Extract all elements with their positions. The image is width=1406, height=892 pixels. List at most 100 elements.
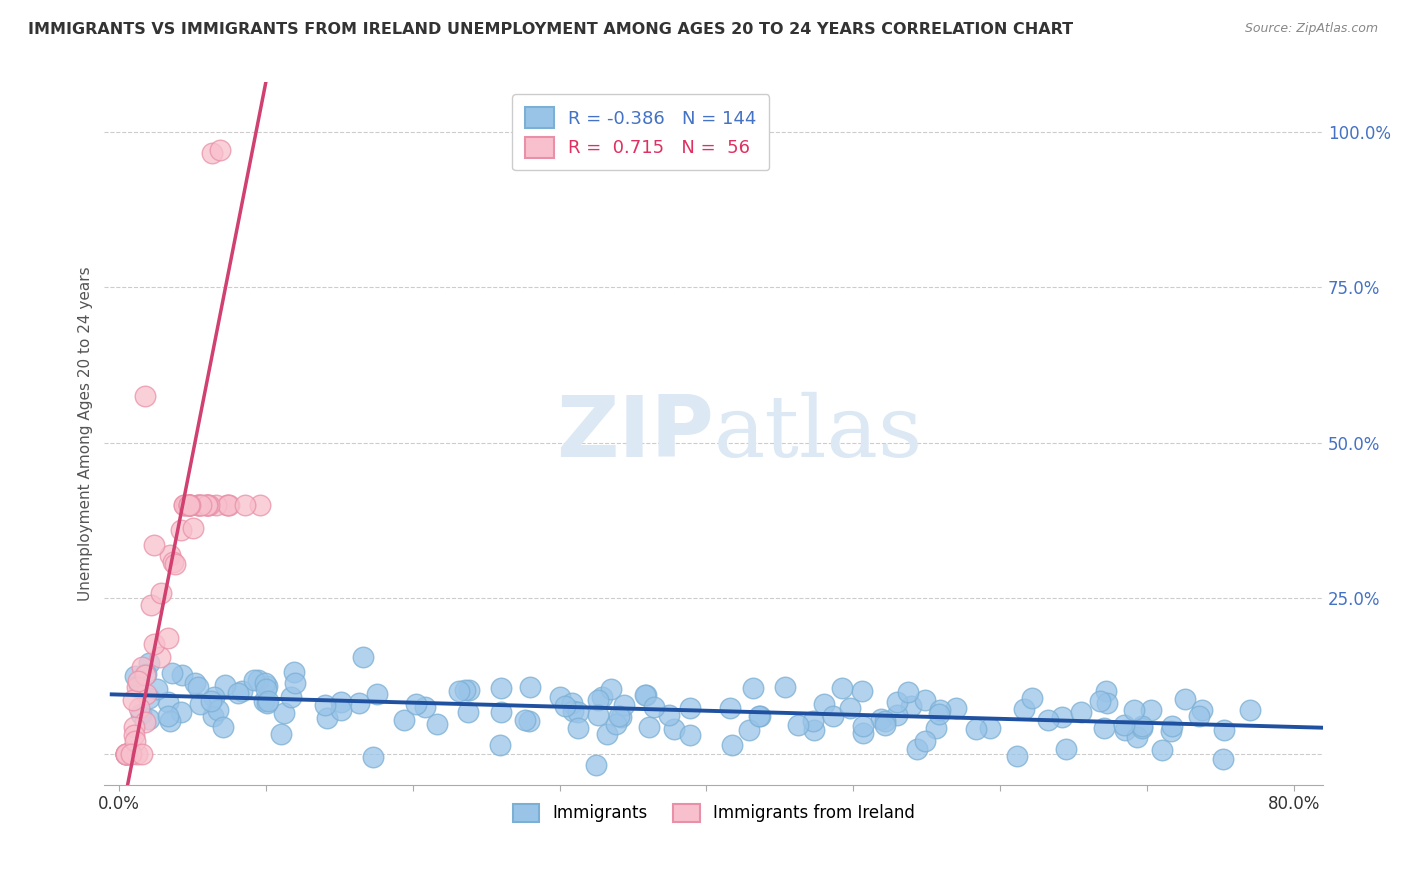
Point <box>1097 697 1119 711</box>
Point <box>218 498 240 512</box>
Point <box>1090 694 1112 708</box>
Point <box>1213 723 1236 738</box>
Point <box>748 708 770 723</box>
Point <box>201 709 224 723</box>
Point <box>202 690 225 705</box>
Point <box>567 721 589 735</box>
Point <box>128 701 150 715</box>
Point <box>270 726 292 740</box>
Point <box>138 656 160 670</box>
Point <box>1050 710 1073 724</box>
Point <box>1122 703 1144 717</box>
Point <box>131 660 153 674</box>
Point <box>638 721 661 735</box>
Point <box>1130 719 1153 733</box>
Point <box>741 681 763 696</box>
Point <box>1007 749 1029 764</box>
Point <box>610 710 633 724</box>
Point <box>658 707 681 722</box>
Point <box>457 683 479 698</box>
Point <box>426 716 449 731</box>
Point <box>131 747 153 761</box>
Point <box>138 712 160 726</box>
Point <box>329 695 352 709</box>
Point <box>873 714 896 729</box>
Point <box>125 747 148 761</box>
Point <box>179 498 201 512</box>
Point <box>179 498 201 512</box>
Point <box>905 742 928 756</box>
Point <box>217 498 239 512</box>
Point <box>679 728 702 742</box>
Point <box>929 703 952 717</box>
Point <box>720 701 742 715</box>
Point <box>447 683 470 698</box>
Point <box>869 713 891 727</box>
Point <box>142 636 165 650</box>
Point <box>127 674 149 689</box>
Point <box>900 699 922 714</box>
Point <box>194 498 217 512</box>
Point <box>1021 690 1043 705</box>
Point <box>139 599 162 613</box>
Point <box>721 739 744 753</box>
Point <box>394 713 416 727</box>
Point <box>749 709 772 723</box>
Point <box>207 703 229 717</box>
Point <box>128 678 150 692</box>
Point <box>122 728 145 742</box>
Point <box>838 701 860 715</box>
Point <box>198 498 221 512</box>
Point <box>115 747 138 761</box>
Point <box>179 498 201 512</box>
Point <box>773 681 796 695</box>
Point <box>1140 703 1163 717</box>
Point <box>179 498 201 512</box>
Point <box>363 750 385 764</box>
Point <box>738 723 761 737</box>
Point <box>217 498 239 512</box>
Y-axis label: Unemployment Among Ages 20 to 24 years: Unemployment Among Ages 20 to 24 years <box>79 266 93 600</box>
Point <box>256 697 278 711</box>
Point <box>284 676 307 690</box>
Point <box>609 709 631 723</box>
Point <box>491 705 513 719</box>
Text: Source: ZipAtlas.com: Source: ZipAtlas.com <box>1244 22 1378 36</box>
Point <box>115 747 138 761</box>
Point <box>187 498 209 512</box>
Point <box>129 707 152 722</box>
Text: ZIP: ZIP <box>555 392 714 475</box>
Point <box>134 687 156 701</box>
Point <box>159 714 181 728</box>
Point <box>233 498 256 512</box>
Text: IMMIGRANTS VS IMMIGRANTS FROM IRELAND UNEMPLOYMENT AMONG AGES 20 TO 24 YEARS COR: IMMIGRANTS VS IMMIGRANTS FROM IRELAND UN… <box>28 22 1073 37</box>
Point <box>1095 683 1118 698</box>
Point <box>1161 719 1184 733</box>
Point <box>143 538 166 552</box>
Point <box>170 705 193 719</box>
Point <box>886 708 908 723</box>
Point <box>231 683 253 698</box>
Point <box>852 726 875 740</box>
Point <box>122 720 145 734</box>
Point <box>548 690 571 705</box>
Point <box>1054 742 1077 756</box>
Point <box>124 669 146 683</box>
Point <box>273 706 295 720</box>
Point <box>214 678 236 692</box>
Point <box>914 734 936 748</box>
Point <box>457 706 479 720</box>
Point <box>489 681 512 696</box>
Point <box>405 697 427 711</box>
Point <box>886 695 908 709</box>
Point <box>330 703 353 717</box>
Point <box>786 717 808 731</box>
Point <box>596 727 619 741</box>
Point <box>160 665 183 680</box>
Point <box>125 680 148 694</box>
Point <box>454 683 477 698</box>
Point <box>209 144 232 158</box>
Point <box>149 649 172 664</box>
Point <box>159 548 181 562</box>
Point <box>247 673 270 687</box>
